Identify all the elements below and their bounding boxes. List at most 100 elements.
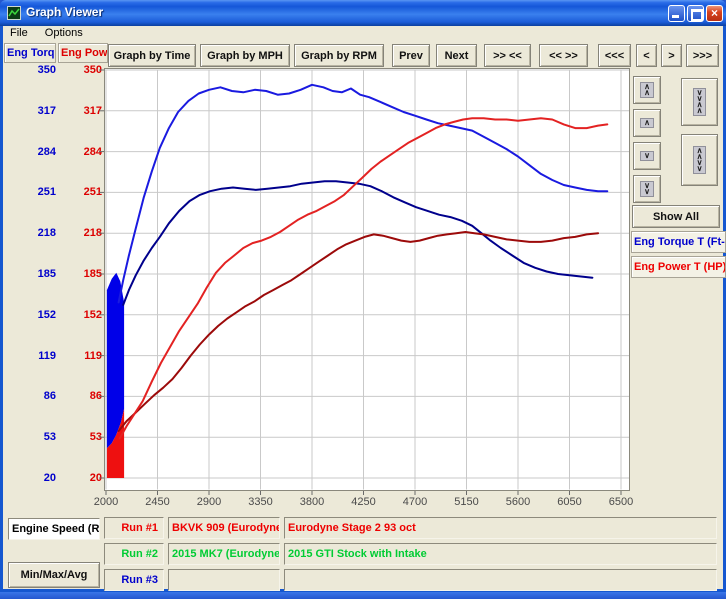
next-button[interactable]: Next: [436, 44, 477, 67]
torque-tick-label: 284: [37, 145, 56, 158]
power-tick-label: 317: [83, 104, 102, 117]
chevron-icon: ∧: [640, 118, 654, 128]
run-3-label: Run #3: [104, 569, 164, 591]
scroll-up-fast-button[interactable]: ∧ ∧: [633, 76, 661, 104]
last-page-button[interactable]: >>>: [686, 44, 719, 67]
window-border-left: [0, 26, 3, 592]
graph-by-time-button[interactable]: Graph by Time: [108, 44, 196, 67]
run-3-file-field[interactable]: [168, 569, 280, 591]
power-tick-label: 185: [83, 268, 102, 280]
step-back-button[interactable]: <: [636, 44, 657, 67]
scroll-up-button[interactable]: ∧: [633, 109, 661, 137]
torque-tick-label: 86: [43, 390, 56, 403]
prev-button[interactable]: Prev: [392, 44, 430, 67]
rpm-tick-label: 4700: [402, 496, 428, 508]
rpm-tick-label: 5150: [454, 496, 479, 508]
run-3-description-field[interactable]: [284, 569, 717, 591]
curve-run-1-eng-torque-ft-lbs-: [117, 83, 609, 304]
rpm-tick-label: 2000: [93, 496, 119, 508]
chart-canvas: [99, 68, 630, 495]
run-1-label: Run #1: [104, 517, 164, 539]
rpm-tick-label: 3350: [248, 496, 273, 508]
power-axis-label: Eng Powe: [61, 47, 108, 59]
torque-axis-label: Eng Torqu: [7, 47, 56, 59]
legend-power-label: Eng Power T (HP): [634, 261, 726, 273]
show-all-button[interactable]: Show All: [632, 205, 720, 228]
power-tick-label: 53: [89, 431, 102, 444]
menu-bar: File Options: [3, 26, 723, 42]
chevron-icon: ∧ ∧ ∨ ∨: [692, 146, 707, 174]
chevron-icon: ∨ ∨: [640, 181, 654, 197]
legend-torque-label: Eng Torque T (Ft-L: [634, 236, 726, 248]
torque-tick-label: 53: [43, 431, 56, 444]
scroll-down-fast-button[interactable]: ∨ ∨: [633, 175, 661, 203]
graph-by-mph-button[interactable]: Graph by MPH: [200, 44, 290, 67]
power-tick-label: 119: [84, 349, 102, 362]
power-tick-label: 350: [83, 64, 102, 76]
x-channel-label: Engine Speed (RPM: [12, 523, 100, 535]
menu-file[interactable]: File: [10, 27, 28, 39]
chevron-icon: ∨ ∨ ∧ ∧: [692, 88, 707, 116]
taskbar: [0, 592, 726, 599]
torque-tick-label: 152: [37, 308, 56, 321]
window-border-right: [723, 26, 726, 592]
first-page-button[interactable]: <<<: [598, 44, 631, 67]
chevron-icon: ∧ ∧: [640, 82, 654, 98]
legend-torque-channel[interactable]: Eng Torque T (Ft-L: [631, 231, 726, 253]
torque-axis-header: Eng Torqu: [4, 43, 56, 63]
minimize-icon: [672, 15, 679, 18]
scroll-down-button[interactable]: ∨: [633, 142, 661, 170]
window-title: Graph Viewer: [26, 5, 104, 19]
torque-tick-label: 317: [37, 104, 56, 117]
torque-tick-label: 218: [37, 227, 56, 240]
run-start-torque-band: [106, 272, 125, 449]
run-2-label: Run #2: [104, 543, 164, 565]
x-channel-selector[interactable]: Engine Speed (RPM: [8, 518, 100, 540]
run-1-description-field[interactable]: Eurodyne Stage 2 93 oct: [284, 517, 717, 539]
run-2-file-field[interactable]: 2015 MK7 (Eurodyne, E: [168, 543, 280, 565]
close-button[interactable]: ×: [706, 5, 723, 22]
power-tick-label: 20: [89, 472, 102, 484]
plot-area: [104, 68, 630, 491]
rpm-tick-label: 3800: [299, 496, 325, 508]
rpm-tick-label: 5600: [505, 496, 531, 508]
rpm-tick-label: 6050: [557, 496, 582, 508]
compress-x-button[interactable]: >> <<: [484, 44, 531, 67]
rpm-tick-label: 4250: [351, 496, 376, 508]
minimize-button[interactable]: [668, 5, 685, 22]
run-start-power-band: [106, 408, 125, 478]
torque-tick-label: 350: [37, 64, 56, 76]
power-tick-label: 251: [83, 186, 102, 199]
graph-by-rpm-button[interactable]: Graph by RPM: [294, 44, 384, 67]
expand-x-button[interactable]: << >>: [539, 44, 588, 67]
maximize-icon: [691, 9, 703, 21]
maximize-button[interactable]: [687, 5, 704, 22]
zoom-in-vertical-button[interactable]: ∨ ∨ ∧ ∧: [681, 78, 718, 126]
power-tick-label: 86: [89, 390, 102, 403]
power-tick-label: 218: [83, 227, 102, 240]
app-icon: [7, 6, 21, 20]
curve-run-1-eng-power-hp-: [118, 117, 609, 440]
chevron-icon: ∨: [640, 151, 654, 161]
run-2-description-field[interactable]: 2015 GTI Stock with Intake: [284, 543, 717, 565]
curve-run-2-eng-torque-ft-lbs-: [122, 180, 594, 306]
torque-tick-label: 119: [38, 349, 56, 362]
rpm-tick-label: 2450: [145, 496, 170, 508]
min-max-avg-button[interactable]: Min/Max/Avg: [8, 562, 100, 588]
rpm-tick-label: 6500: [608, 496, 634, 508]
torque-tick-label: 20: [43, 472, 56, 484]
torque-tick-label: 251: [37, 186, 56, 199]
power-tick-label: 284: [83, 145, 102, 158]
power-axis-header: Eng Powe: [58, 43, 108, 63]
title-bar[interactable]: Graph Viewer ×: [0, 0, 726, 26]
legend-power-channel[interactable]: Eng Power T (HP): [631, 256, 726, 278]
run-1-file-field[interactable]: BKVK 909 (Eurodyne, B: [168, 517, 280, 539]
torque-tick-label: 185: [37, 268, 56, 280]
menu-options[interactable]: Options: [44, 27, 83, 39]
curve-run-2-eng-power-hp-: [117, 231, 600, 432]
step-forward-button[interactable]: >: [661, 44, 682, 67]
power-tick-label: 152: [83, 308, 102, 321]
rpm-tick-label: 2900: [196, 496, 222, 508]
zoom-out-vertical-button[interactable]: ∧ ∧ ∨ ∨: [681, 134, 718, 186]
